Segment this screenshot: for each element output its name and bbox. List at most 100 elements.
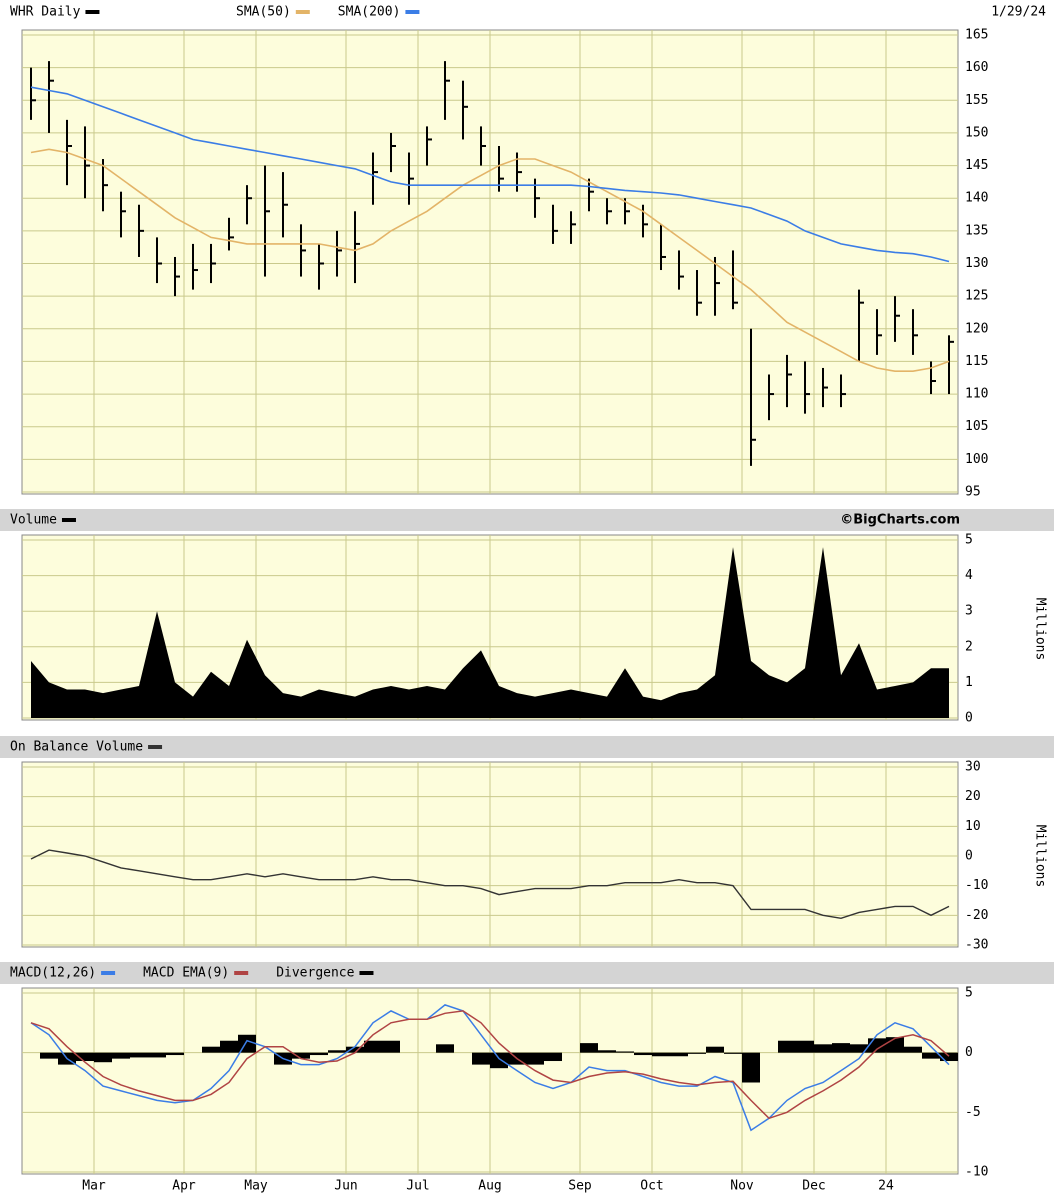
divergence-bar: [688, 1052, 706, 1054]
divergence-bar: [850, 1044, 868, 1053]
divergence-bar: [112, 1052, 130, 1059]
date-label: 1/29/24: [991, 5, 1046, 20]
divergence-bar: [382, 1040, 400, 1053]
divergence-bar: [472, 1052, 490, 1065]
y-tick-label: -20: [965, 908, 988, 923]
divergence-bar: [652, 1052, 670, 1057]
divergence-bar: [832, 1043, 850, 1053]
watermark: ©BigCharts.com: [840, 513, 960, 528]
legend-label: WHR Daily: [10, 5, 81, 20]
legend-label: MACD(12,26): [10, 966, 96, 981]
sma-line: [30, 148, 950, 372]
y-tick-label: -10: [965, 878, 988, 893]
y-tick-label: 140: [965, 191, 988, 206]
x-tick-label: May: [244, 1179, 268, 1194]
divergence-bar: [544, 1052, 562, 1062]
y-tick-label: 105: [965, 419, 988, 434]
y-tick-label: 5: [965, 986, 973, 1001]
divergence-bar: [598, 1050, 616, 1053]
divergence-bar: [814, 1044, 832, 1053]
y-tick-label: 0: [965, 711, 973, 726]
divergence-bar: [904, 1046, 922, 1053]
divergence-bar: [706, 1046, 724, 1053]
y-tick-label: 120: [965, 321, 988, 336]
y-tick-label: 5: [965, 533, 973, 548]
divergence-bar: [436, 1044, 454, 1053]
x-tick-label: Mar: [82, 1179, 106, 1194]
divergence-bar: [40, 1052, 58, 1059]
divergence-bar: [778, 1040, 796, 1053]
y-tick-label: -30: [965, 938, 988, 953]
legend-swatch: [234, 971, 249, 975]
legend-label: SMA(200): [338, 5, 401, 20]
legend-swatch: [148, 745, 163, 749]
y-tick-label: 3: [965, 604, 973, 619]
y-tick-label: 0: [965, 1045, 973, 1060]
divergence-bar: [634, 1052, 652, 1056]
legend-swatch: [295, 10, 310, 14]
obv-line: [30, 849, 950, 920]
y-tick-label: 135: [965, 223, 988, 238]
y-tick-label: 30: [965, 760, 981, 775]
divergence-bar: [526, 1052, 544, 1065]
legend-swatch: [405, 10, 420, 14]
divergence-bar: [76, 1052, 94, 1062]
panel-header: [0, 962, 1054, 984]
divergence-bar: [742, 1052, 760, 1083]
y-tick-label: 2: [965, 639, 973, 654]
y-tick-label: 10: [965, 819, 981, 834]
panel-header: [0, 736, 1054, 758]
macd-line: [30, 1004, 950, 1132]
y-tick-label: 95: [965, 485, 981, 500]
y-tick-label: 20: [965, 789, 981, 804]
divergence-bar: [796, 1040, 814, 1053]
divergence-bar: [490, 1052, 508, 1069]
divergence-bar: [940, 1052, 958, 1062]
x-tick-label: Jun: [334, 1179, 357, 1194]
x-tick-label: Aug: [478, 1179, 501, 1194]
legend-swatch: [101, 971, 116, 975]
x-tick-label: Sep: [568, 1179, 592, 1194]
legend-label: Volume: [10, 513, 57, 528]
y-tick-label: -5: [965, 1105, 981, 1120]
y-tick-label: 4: [965, 568, 973, 583]
x-tick-label: 24: [878, 1179, 894, 1194]
y-tick-label: 110: [965, 387, 988, 402]
y-tick-label: 0: [965, 849, 973, 864]
y-tick-label: -10: [965, 1165, 988, 1180]
divergence-bar: [130, 1052, 148, 1058]
y-tick-label: 115: [965, 354, 988, 369]
divergence-bar: [724, 1052, 742, 1054]
sma-line: [30, 86, 950, 263]
y-tick-label: 130: [965, 256, 988, 271]
x-tick-label: Jul: [406, 1179, 429, 1194]
divergence-bar: [328, 1050, 346, 1053]
legend-label: MACD EMA(9): [143, 966, 229, 981]
divergence-bar: [922, 1052, 940, 1059]
divergence-bar: [148, 1052, 166, 1058]
legend-label: Divergence: [276, 966, 354, 981]
x-tick-label: Nov: [730, 1179, 754, 1194]
divergence-bar: [202, 1046, 220, 1053]
legend-swatch: [359, 971, 374, 975]
divergence-bar: [616, 1051, 634, 1053]
divergence-bar: [166, 1052, 184, 1056]
x-tick-label: Apr: [172, 1179, 196, 1194]
legend-label: On Balance Volume: [10, 740, 143, 755]
y-axis-label: Millions: [1033, 825, 1048, 888]
divergence-bar: [886, 1037, 904, 1053]
x-tick-label: Dec: [802, 1179, 825, 1194]
divergence-bar: [346, 1046, 364, 1053]
y-tick-label: 160: [965, 60, 988, 75]
macd-line: [30, 1010, 950, 1120]
x-tick-label: Oct: [640, 1179, 663, 1194]
legend-swatch: [61, 518, 76, 522]
divergence-bar: [364, 1040, 382, 1053]
y-tick-label: 150: [965, 125, 988, 140]
legend-swatch: [85, 10, 100, 14]
y-tick-label: 1: [965, 675, 973, 690]
divergence-bar: [220, 1040, 238, 1053]
legend-label: SMA(50): [236, 5, 291, 20]
divergence-bar: [94, 1052, 112, 1063]
